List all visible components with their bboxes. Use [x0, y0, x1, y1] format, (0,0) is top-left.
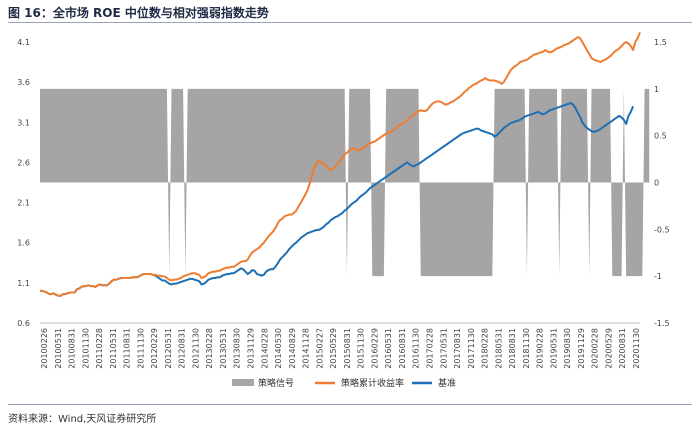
- y-left-tick-label: 3.6: [17, 78, 30, 87]
- x-tick-label: 20140228: [260, 328, 269, 369]
- signal-area-layer: [40, 88, 650, 277]
- x-tick-label: 20201130: [632, 328, 641, 369]
- y-left-tick-label: 2.1: [17, 199, 30, 208]
- x-tick-label: 20200529: [604, 328, 613, 369]
- x-tick-label: 20160229: [370, 328, 379, 369]
- x-tick-label: 20131129: [247, 328, 256, 369]
- x-tick-label: 20200228: [591, 328, 600, 369]
- legend-item-strategy: 策略累计收益率: [315, 377, 404, 389]
- y-right-tick-label: 1: [654, 85, 659, 94]
- y-right-tick-label: 0.5: [654, 132, 667, 141]
- y-left-tick-label: 3.1: [17, 118, 30, 127]
- legend: 策略信号 策略累计收益率 基准: [232, 377, 456, 389]
- chart: 0.6 1.1 1.6 2.1 2.6 3.1 3.6 4.1 -1.5 -1 -0.5 0 0.5 1 1…: [17, 31, 670, 389]
- page-title: 图 16：全市场 ROE 中位数与相对强弱指数走势: [8, 6, 269, 20]
- y-left-tick-label: 2.6: [17, 158, 30, 167]
- x-tick-label: 20181130: [522, 328, 531, 369]
- x-tick-label: 20200831: [618, 328, 627, 369]
- x-tick-label: 20180228: [481, 328, 490, 369]
- series-line-layer: [40, 31, 641, 297]
- axis-layer: 0.6 1.1 1.6 2.1 2.6 3.1 3.6 4.1 -1.5 -1 -0.5 0 0.5 1 1…: [17, 38, 669, 369]
- legend-label: 基准: [438, 377, 456, 389]
- y-left-tick-label: 0.6: [17, 319, 30, 328]
- x-tick-label: 20150227: [315, 328, 324, 369]
- x-tick-label: 20130830: [233, 328, 242, 369]
- x-tick-label: 20191129: [577, 328, 586, 369]
- x-tick-label: 20180531: [494, 328, 503, 369]
- y-left-tick-label: 1.6: [17, 239, 30, 248]
- x-tick-label: 20110228: [95, 328, 104, 369]
- y-left-tick-label: 1.1: [17, 279, 30, 288]
- x-tick-label: 20141128: [302, 328, 311, 369]
- x-tick-label: 20151130: [357, 328, 366, 369]
- x-tick-label: 20170228: [425, 328, 434, 369]
- source-divider: [8, 404, 692, 405]
- y-left-tick-label: 4.1: [17, 38, 30, 47]
- title-divider: [8, 22, 692, 23]
- x-tick-label: 20101130: [81, 328, 90, 369]
- legend-label: 策略累计收益率: [341, 377, 404, 389]
- x-tick-label: 20130228: [205, 328, 214, 369]
- x-tick-label: 20160831: [398, 328, 407, 369]
- x-tick-label: 20180831: [508, 328, 517, 369]
- x-tick-label: 20171130: [467, 328, 476, 369]
- x-tick-label: 20170531: [439, 328, 448, 369]
- legend-item-signal: 策略信号: [232, 377, 294, 389]
- x-tick-label: 20150831: [343, 328, 352, 369]
- x-tick-label: 20120531: [164, 328, 173, 369]
- x-tick-label: 20100531: [54, 328, 63, 369]
- series-line-strategy: [40, 31, 641, 297]
- legend-item-benchmark: 基准: [412, 377, 456, 389]
- source-note: 资料来源：Wind,天风证券研究所: [8, 414, 157, 425]
- y-right-tick-label: -1: [654, 272, 662, 281]
- x-tick-label: 20190830: [563, 328, 572, 369]
- legend-swatch: [232, 379, 254, 386]
- x-tick-label: 20190531: [549, 328, 558, 369]
- x-tick-label: 20120229: [150, 328, 159, 369]
- y-right-tick-label: -0.5: [654, 225, 670, 234]
- x-tick-label: 20110831: [123, 328, 132, 369]
- x-tick-label: 20100831: [68, 328, 77, 369]
- x-tick-label: 20140530: [274, 328, 283, 369]
- x-tick-label: 20161130: [412, 328, 421, 369]
- x-tick-label: 20150529: [329, 328, 338, 369]
- series-area-signal: [40, 88, 650, 277]
- y-right-tick-label: 1.5: [654, 38, 667, 47]
- x-tick-label: 20120831: [178, 328, 187, 369]
- x-tick-label: 20140829: [288, 328, 297, 369]
- x-tick-label: 20110531: [109, 328, 118, 369]
- x-tick-label: 20100226: [40, 328, 49, 369]
- y-right-tick-label: 0: [654, 179, 659, 188]
- x-tick-label: 20111130: [136, 328, 145, 369]
- x-tick-label: 20121130: [191, 328, 200, 369]
- legend-label: 策略信号: [258, 377, 294, 389]
- x-tick-label: 20190228: [536, 328, 545, 369]
- x-tick-label: 20160531: [384, 328, 393, 369]
- x-tick-label: 20170831: [453, 328, 462, 369]
- x-tick-label: 20130531: [219, 328, 228, 369]
- y-right-tick-label: -1.5: [654, 319, 670, 328]
